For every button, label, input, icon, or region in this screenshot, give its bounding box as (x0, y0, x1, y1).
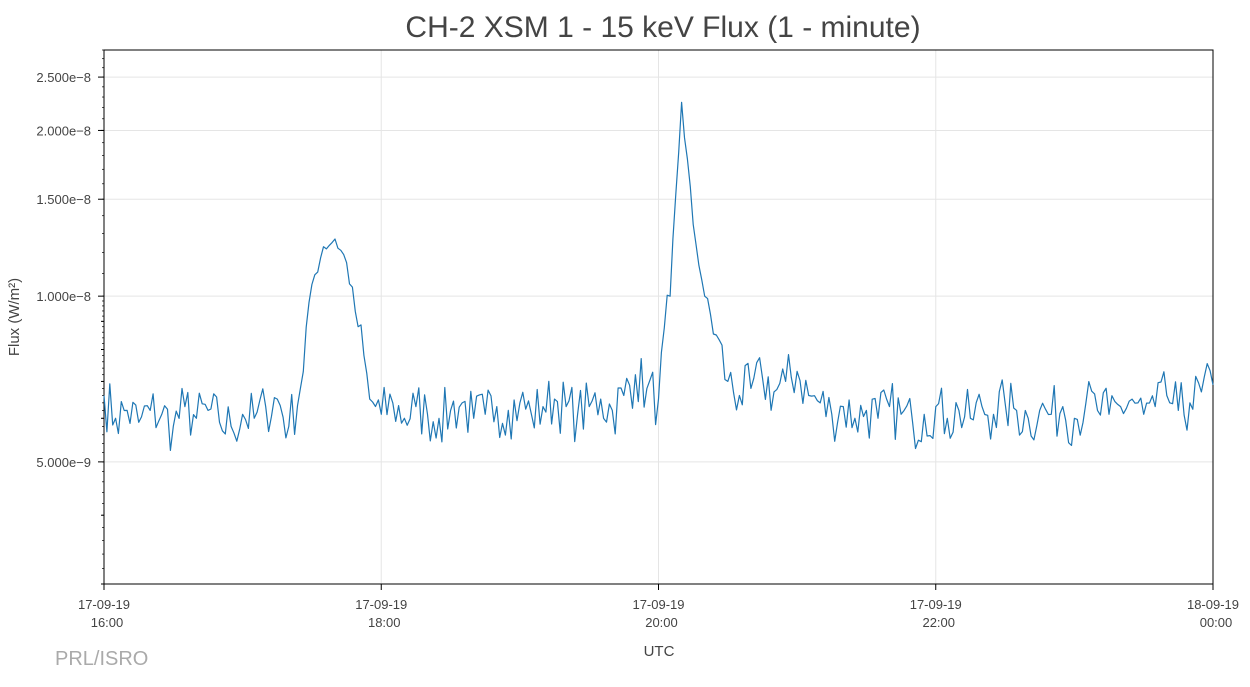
grid-lines (104, 50, 1213, 584)
x-tick-date: 17-09-19 (910, 597, 962, 612)
y-tick-label: 1.500e−8 (36, 192, 91, 207)
x-tick-time: 22:00 (922, 615, 955, 630)
y-tick-label: 1.000e−8 (36, 289, 91, 304)
x-tick-time: 20:00 (645, 615, 678, 630)
x-tick-date: 17-09-19 (78, 597, 130, 612)
x-tick-date: 17-09-19 (632, 597, 684, 612)
x-axis-label: UTC (644, 643, 675, 660)
y-axis-ticks: 5.000e−9 1.000e−8 1.500e−8 2.000e−8 2.500e−8 (36, 70, 104, 470)
x-tick-date: 18-09-19 (1187, 597, 1239, 612)
y-axis-label: Flux (W/m²) (6, 278, 23, 356)
credit-text: PRL/ISRO (55, 648, 149, 670)
y-minor-ticks (101, 49, 104, 585)
flux-series-line (103, 101, 1214, 451)
y-tick-label: 2.000e−8 (36, 123, 91, 138)
chart-title: CH-2 XSM 1 - 15 keV Flux (1 - minute) (405, 11, 920, 44)
x-tick-date: 17-09-19 (355, 597, 407, 612)
x-tick-time: 16:00 (91, 615, 124, 630)
y-tick-label: 2.500e−8 (36, 70, 91, 85)
y-tick-label: 5.000e−9 (36, 455, 91, 470)
x-axis-ticks: 17-09-19 16:00 17-09-19 18:00 17-09-19 20:00 1… (78, 584, 1239, 630)
x-tick-time: 00:00 (1200, 615, 1233, 630)
x-tick-time: 18:00 (368, 615, 401, 630)
